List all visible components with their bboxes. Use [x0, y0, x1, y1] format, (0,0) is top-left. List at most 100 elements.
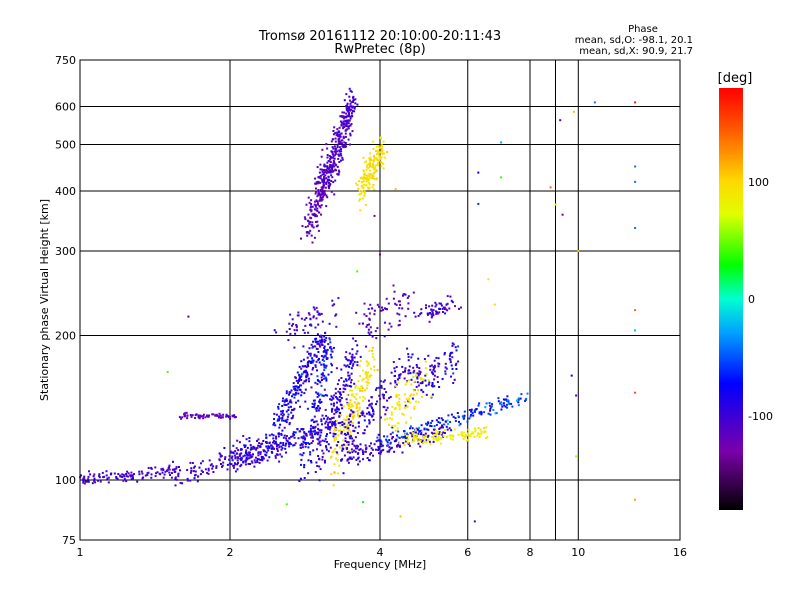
- data-point: [634, 180, 637, 183]
- data-point: [323, 175, 325, 178]
- data-point: [381, 152, 384, 155]
- data-point: [332, 181, 335, 184]
- data-point: [253, 447, 256, 450]
- data-point: [333, 402, 335, 405]
- data-point: [319, 393, 322, 396]
- data-point: [480, 432, 483, 435]
- data-point: [193, 466, 195, 469]
- data-point: [413, 435, 416, 438]
- data-point: [432, 432, 434, 435]
- data-point: [366, 387, 368, 390]
- data-point: [219, 414, 222, 417]
- data-point: [403, 443, 406, 446]
- data-point: [415, 392, 418, 395]
- data-point: [559, 119, 562, 122]
- data-point: [318, 442, 321, 445]
- data-point: [344, 132, 347, 135]
- data-point: [400, 435, 403, 438]
- data-point: [430, 431, 433, 434]
- data-point: [403, 407, 406, 409]
- data-point: [330, 168, 333, 171]
- data-point: [285, 330, 288, 333]
- data-point: [270, 444, 272, 447]
- data-point: [494, 412, 497, 415]
- data-point: [418, 437, 421, 440]
- data-point: [250, 460, 253, 463]
- phase-stats: Phase mean, sd,O: -98.1, 20.1 mean, sd,X…: [575, 24, 693, 57]
- y-tick-label: 75: [62, 534, 76, 547]
- data-point: [418, 370, 421, 373]
- data-point: [367, 363, 370, 366]
- data-point: [226, 414, 229, 417]
- data-point: [330, 455, 333, 458]
- data-point: [363, 194, 366, 197]
- data-point: [330, 350, 333, 353]
- data-point: [358, 408, 361, 411]
- data-point: [385, 439, 388, 442]
- data-point: [334, 140, 337, 143]
- data-point: [363, 415, 366, 418]
- data-point: [285, 392, 288, 395]
- data-point: [343, 116, 346, 119]
- data-point: [410, 393, 413, 396]
- data-point: [351, 415, 354, 418]
- data-point: [341, 142, 344, 145]
- data-point: [318, 312, 321, 315]
- data-point: [310, 386, 313, 389]
- data-point: [260, 443, 263, 445]
- data-point: [410, 425, 412, 428]
- data-point: [324, 366, 327, 369]
- data-point: [365, 360, 368, 363]
- data-point: [348, 374, 351, 377]
- data-point: [309, 221, 312, 224]
- data-point: [251, 461, 254, 464]
- data-point: [319, 174, 322, 177]
- data-point: [183, 413, 186, 416]
- data-point: [333, 161, 336, 164]
- data-point: [412, 371, 415, 374]
- data-point: [439, 426, 442, 429]
- data-point: [432, 428, 435, 431]
- data-point: [285, 399, 288, 402]
- data-point: [427, 422, 430, 425]
- data-point: [420, 433, 422, 436]
- data-point: [315, 181, 318, 184]
- data-point: [368, 349, 371, 352]
- data-point: [340, 377, 343, 379]
- data-point: [415, 434, 418, 437]
- data-point: [215, 413, 218, 416]
- data-point: [519, 397, 522, 400]
- data-point: [416, 428, 418, 431]
- data-point: [323, 366, 326, 369]
- data-point: [348, 365, 351, 368]
- data-point: [340, 139, 343, 142]
- data-point: [335, 325, 338, 328]
- data-point: [358, 396, 361, 399]
- data-point: [500, 408, 503, 411]
- data-point: [302, 382, 305, 385]
- data-point: [350, 108, 353, 111]
- data-point: [345, 93, 348, 96]
- data-point: [277, 435, 280, 438]
- data-point: [398, 323, 401, 326]
- data-point: [328, 184, 331, 187]
- data-point: [346, 415, 348, 418]
- data-point: [275, 413, 278, 416]
- data-point: [310, 234, 313, 237]
- data-point: [433, 378, 436, 381]
- colorbar-tick-label: 0: [748, 293, 755, 306]
- data-point: [306, 363, 309, 366]
- data-point: [342, 472, 345, 475]
- data-point: [429, 365, 432, 368]
- data-point: [483, 411, 486, 414]
- data-point: [298, 379, 301, 382]
- data-point: [366, 374, 369, 377]
- data-point: [295, 401, 297, 404]
- data-point: [411, 427, 414, 430]
- data-point: [367, 178, 370, 181]
- data-point: [322, 180, 325, 183]
- data-point: [307, 231, 310, 234]
- data-point: [336, 173, 339, 176]
- data-point: [324, 459, 326, 462]
- data-point: [317, 323, 320, 326]
